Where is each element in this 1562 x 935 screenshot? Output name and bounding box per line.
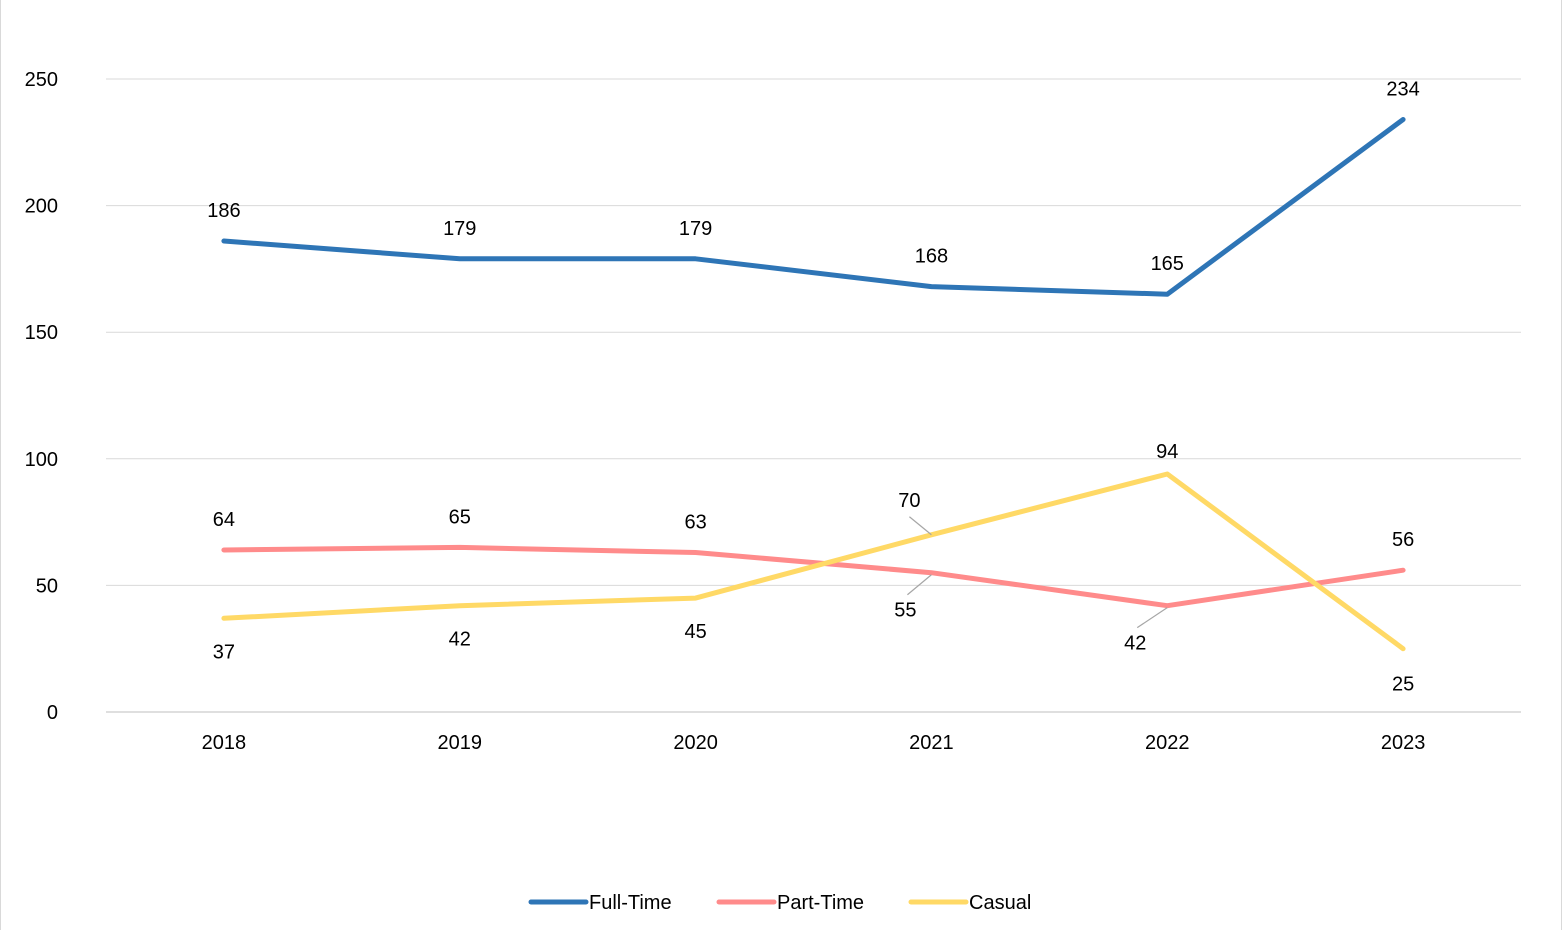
- legend-label: Part-Time: [777, 892, 864, 914]
- data-label: 94: [1156, 441, 1178, 463]
- data-label: 63: [684, 511, 706, 533]
- x-tick-label: 2021: [909, 732, 954, 754]
- y-tick-label: 50: [36, 575, 58, 597]
- data-label-leader: [907, 574, 932, 596]
- data-label: 25: [1392, 674, 1414, 696]
- data-label: 45: [684, 621, 706, 643]
- data-label: 42: [449, 629, 471, 651]
- x-tick-label: 2018: [202, 732, 247, 754]
- x-tick-label: 2020: [673, 732, 718, 754]
- y-tick-label: 150: [25, 322, 58, 344]
- data-label: 42: [1124, 633, 1146, 655]
- legend-label: Casual: [969, 892, 1031, 914]
- data-label: 179: [679, 218, 712, 240]
- y-tick-label: 0: [47, 702, 58, 724]
- data-label: 168: [915, 246, 948, 268]
- data-label: 55: [894, 600, 916, 622]
- data-label: 64: [213, 509, 235, 531]
- legend-label: Full-Time: [589, 892, 672, 914]
- data-label: 179: [443, 218, 476, 240]
- data-label-leader: [909, 516, 932, 536]
- data-label: 186: [207, 200, 240, 222]
- data-label: 56: [1392, 529, 1414, 551]
- data-label: 37: [213, 641, 235, 663]
- data-label: 70: [898, 490, 920, 512]
- series-line-full-time: [221, 117, 1406, 297]
- y-tick-label: 200: [25, 196, 58, 218]
- data-label: 234: [1386, 79, 1419, 101]
- series-line-part-time: [221, 544, 1406, 609]
- x-tick-label: 2022: [1145, 732, 1190, 754]
- y-tick-label: 250: [25, 69, 58, 91]
- series-line-casual: [221, 471, 1406, 652]
- data-label: 165: [1151, 253, 1184, 275]
- data-label: 65: [449, 506, 471, 528]
- x-tick-label: 2019: [438, 732, 483, 754]
- x-tick-label: 2023: [1381, 732, 1426, 754]
- data-label-leader: [1136, 607, 1168, 629]
- y-tick-label: 100: [25, 449, 58, 471]
